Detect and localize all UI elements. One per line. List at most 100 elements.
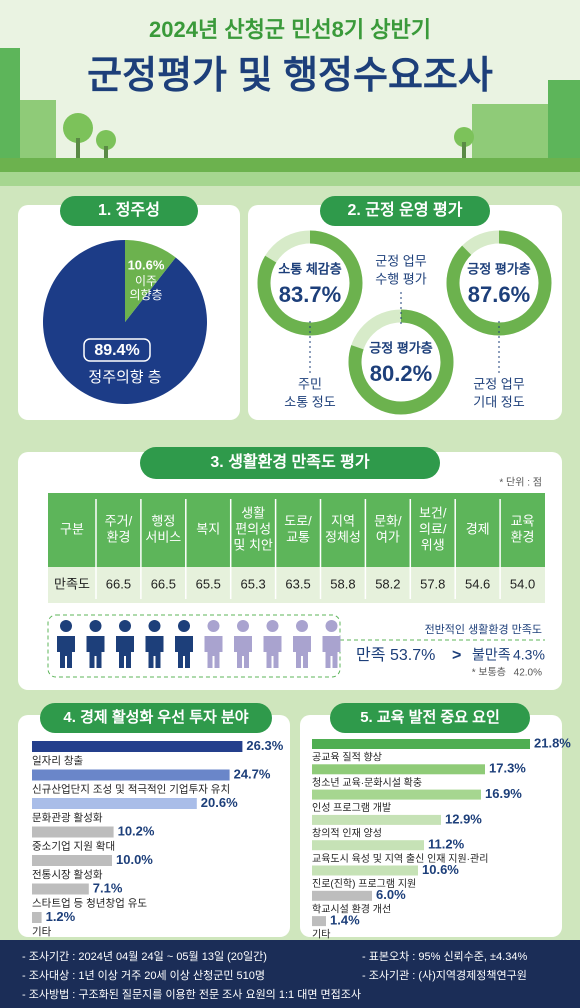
section-pill bbox=[60, 196, 198, 226]
table-value: 65.5 bbox=[196, 576, 221, 591]
table-column: 문화/ bbox=[374, 513, 402, 528]
slice-label: 의향층 bbox=[129, 288, 162, 302]
ring-caption: 소통 정도 bbox=[284, 394, 335, 409]
bar bbox=[312, 764, 485, 775]
person-icon bbox=[148, 620, 161, 632]
overall-value: 42.0% bbox=[514, 668, 542, 679]
table-value: 66.5 bbox=[106, 576, 131, 591]
section-title: 4. 경제 활성화 우선 투자 분야 bbox=[63, 708, 248, 726]
ring-label: 긍정 평가층 bbox=[369, 340, 432, 355]
table-value: 54.0 bbox=[510, 576, 535, 591]
ring-label: 긍정 평가층 bbox=[467, 261, 530, 276]
section-title: 2. 군정 운영 평가 bbox=[348, 201, 463, 219]
footer-text: - 조사대상 : 1년 이상 거주 20세 이상 산청군민 510명 bbox=[22, 969, 265, 982]
person-icon bbox=[57, 636, 75, 668]
ring-arc bbox=[348, 309, 454, 415]
bar-label: 스타트업 등 청년창업 유도 bbox=[32, 896, 147, 909]
table-value: 57.8 bbox=[420, 576, 445, 591]
ring-value: 87.6% bbox=[468, 282, 530, 307]
bar-label: 기타 bbox=[32, 926, 52, 938]
bar bbox=[32, 826, 114, 838]
overall-value: 53.7% bbox=[390, 647, 435, 664]
person-icon bbox=[60, 620, 72, 632]
slice-value: 89.4% bbox=[94, 342, 139, 359]
bar-value: 20.6% bbox=[201, 795, 238, 810]
bar-label: 청소년 교육·문화시설 확충 bbox=[312, 777, 422, 789]
bar bbox=[312, 865, 418, 876]
person-icon bbox=[296, 620, 308, 632]
table-row-bg bbox=[48, 567, 545, 603]
bar bbox=[312, 916, 326, 927]
bar bbox=[312, 840, 424, 851]
bar bbox=[32, 912, 42, 923]
slice-value: 10.6% bbox=[128, 257, 165, 272]
person-icon bbox=[116, 636, 134, 668]
person-icon bbox=[145, 636, 164, 668]
table-column: 환경 bbox=[511, 529, 535, 544]
table-column: 정체성 bbox=[325, 529, 361, 544]
table-value: 54.6 bbox=[465, 576, 490, 591]
table-value: 58.8 bbox=[330, 576, 355, 591]
bar bbox=[32, 769, 230, 781]
subtitle: 2024년 산청군 민선8기 상반기 bbox=[149, 17, 431, 42]
table-column: 지역 bbox=[331, 513, 355, 528]
person-icon bbox=[293, 636, 311, 668]
ring-label: 소통 체감층 bbox=[278, 261, 341, 276]
person-icon bbox=[234, 636, 252, 668]
table-column: 보건/ bbox=[419, 505, 447, 520]
section-pill bbox=[330, 703, 530, 733]
ring-caption: 군정 업무 bbox=[473, 376, 524, 391]
table-header: 구분 bbox=[60, 521, 84, 536]
bar-value: 10.0% bbox=[116, 852, 153, 867]
bar-label: 중소기업 지원 확대 bbox=[32, 839, 115, 852]
unit-note: * 단위 : 점 bbox=[499, 476, 542, 489]
value-badge bbox=[83, 338, 151, 362]
person-icon bbox=[178, 620, 190, 632]
ring-arc bbox=[257, 230, 363, 336]
bar-label: 인성 프로그램 개발 bbox=[312, 802, 391, 814]
table-column: 도로/ bbox=[284, 513, 312, 528]
footer-text: - 조사기관 : (사)지역경제정책연구원 bbox=[362, 969, 527, 982]
table-value: 66.5 bbox=[151, 576, 176, 591]
bar-value: 7.1% bbox=[93, 880, 123, 895]
person-icon bbox=[86, 636, 105, 668]
ring-caption: 군정 업무 bbox=[375, 253, 426, 268]
pie-slice bbox=[42, 240, 207, 404]
bar-label: 일자리 창출 bbox=[32, 754, 84, 767]
bar bbox=[32, 741, 243, 752]
bar-value: 10.6% bbox=[422, 862, 459, 877]
bar-value: 1.2% bbox=[46, 909, 76, 924]
person-icon bbox=[263, 636, 282, 668]
header-decoration bbox=[0, 48, 580, 186]
overall-label: 만족 bbox=[356, 646, 385, 664]
bar-label: 기타 bbox=[312, 929, 330, 941]
footer-text: - 표본오차 : 95% 신뢰수준, ±4.34% bbox=[362, 950, 527, 963]
ring-value: 80.2% bbox=[370, 361, 432, 386]
bar-value: 21.8% bbox=[534, 735, 571, 750]
table-value: 63.5 bbox=[285, 576, 310, 591]
person-icon bbox=[204, 636, 223, 668]
slice-label: 정주의향 층 bbox=[88, 369, 161, 386]
table-value: 65.3 bbox=[240, 576, 265, 591]
bar bbox=[32, 798, 197, 809]
table-column: 경제 bbox=[466, 521, 490, 536]
ring-caption: 기대 정도 bbox=[473, 394, 524, 409]
overall-title: 전반적인 생활환경 만족도 bbox=[425, 622, 542, 636]
bar-value: 10.2% bbox=[118, 823, 155, 838]
bar-value: 26.3% bbox=[246, 738, 283, 753]
overall-label: * 보통층 bbox=[472, 667, 506, 679]
section-pill bbox=[140, 447, 440, 479]
person-icon bbox=[325, 620, 338, 632]
bar bbox=[312, 814, 441, 825]
person-icon bbox=[207, 620, 220, 632]
person-icon bbox=[266, 620, 279, 632]
overall-label: 불만족 bbox=[472, 647, 511, 663]
table-column: 및 치안 bbox=[233, 537, 273, 552]
bar-value: 24.7% bbox=[234, 766, 271, 781]
bar bbox=[312, 739, 530, 749]
section-pill bbox=[40, 703, 272, 733]
bar-value: 16.9% bbox=[485, 786, 522, 801]
title: 군정평가 및 행정수요조사 bbox=[87, 55, 493, 97]
